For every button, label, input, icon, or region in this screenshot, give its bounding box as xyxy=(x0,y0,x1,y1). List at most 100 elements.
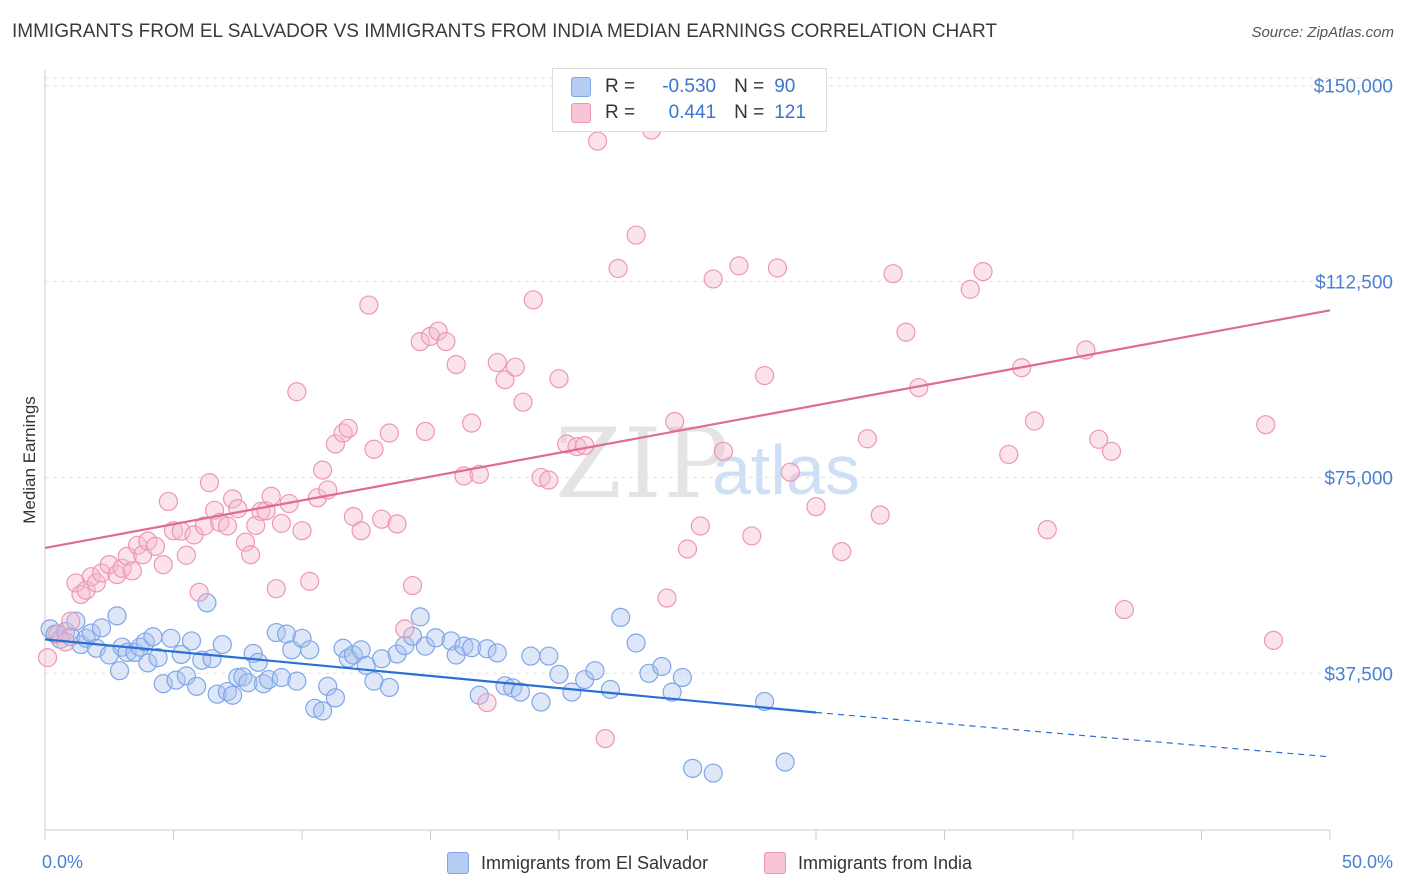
trend-line-el-salvador xyxy=(44,638,817,714)
point-india xyxy=(477,692,497,713)
point-india xyxy=(677,539,698,559)
point-india xyxy=(189,582,209,602)
point-el-salvador xyxy=(683,758,703,778)
point-india xyxy=(436,332,456,352)
legend-swatch-blue xyxy=(447,852,469,874)
point-el-salvador xyxy=(300,640,320,660)
point-india xyxy=(428,321,448,341)
point-india xyxy=(806,497,826,517)
point-el-salvador xyxy=(531,692,551,712)
point-india xyxy=(176,545,196,565)
point-el-salvador xyxy=(66,611,86,631)
point-india xyxy=(99,555,119,575)
swatch-blue xyxy=(571,77,591,97)
point-el-salvador xyxy=(539,646,559,666)
y-tick-label: $150,000 xyxy=(1314,77,1393,98)
point-india xyxy=(292,521,312,541)
point-india xyxy=(86,573,107,593)
point-india xyxy=(1114,599,1135,620)
point-india xyxy=(703,269,723,289)
point-india xyxy=(246,515,266,536)
point-india xyxy=(1089,429,1109,449)
point-el-salvador xyxy=(271,667,292,688)
point-el-salvador xyxy=(181,631,202,651)
point-el-salvador xyxy=(153,674,173,694)
point-india xyxy=(595,728,615,749)
point-india xyxy=(199,473,220,493)
point-india xyxy=(1037,520,1057,540)
point-india xyxy=(626,225,646,245)
n-value: 90 xyxy=(774,76,796,97)
grid-lines xyxy=(45,77,1395,674)
point-el-salvador xyxy=(318,676,338,696)
point-el-salvador xyxy=(652,656,672,677)
y-tick-label: $75,000 xyxy=(1324,468,1393,489)
point-el-salvador xyxy=(228,667,248,688)
point-india xyxy=(587,131,608,151)
point-el-salvador xyxy=(549,664,569,684)
point-el-salvador xyxy=(233,667,253,687)
point-india xyxy=(163,521,184,541)
trend-lines xyxy=(44,309,1331,758)
point-el-salvador xyxy=(91,618,112,638)
x-tick-label-max: 50.0% xyxy=(1341,852,1393,872)
point-india xyxy=(61,611,81,631)
trend-line-el-salvador-extension xyxy=(815,711,1331,758)
point-el-salvador xyxy=(212,634,232,655)
point-india xyxy=(410,332,430,352)
point-india xyxy=(505,357,525,377)
point-el-salvador xyxy=(410,607,430,627)
point-india xyxy=(194,516,214,536)
point-india xyxy=(415,421,435,442)
point-india xyxy=(896,322,916,342)
point-el-salvador xyxy=(402,626,423,646)
point-india xyxy=(729,256,749,276)
point-el-salvador xyxy=(469,685,489,705)
point-el-salvador xyxy=(238,673,258,693)
point-india xyxy=(241,545,261,565)
point-india xyxy=(364,439,384,459)
point-india xyxy=(312,460,333,480)
r-label: R = xyxy=(605,76,636,97)
point-el-salvador xyxy=(775,752,795,772)
point-india xyxy=(446,354,466,375)
point-el-salvador xyxy=(703,763,723,783)
point-el-salvador xyxy=(462,638,482,658)
stats-row-india: R = 0.441 N = 121 xyxy=(571,101,806,125)
point-el-salvador xyxy=(81,623,101,643)
point-el-salvador xyxy=(161,628,181,648)
point-india xyxy=(657,588,677,608)
point-el-salvador xyxy=(176,666,196,686)
point-el-salvador xyxy=(611,607,631,628)
r-value: 0.441 xyxy=(668,102,717,123)
point-el-salvador xyxy=(426,628,446,648)
point-india xyxy=(37,648,58,668)
point-el-salvador xyxy=(223,685,243,705)
point-india xyxy=(153,555,173,575)
point-el-salvador xyxy=(562,682,582,702)
y-tick-label: $112,500 xyxy=(1315,273,1393,294)
point-india xyxy=(228,499,248,519)
point-india xyxy=(359,295,379,315)
point-india xyxy=(351,521,371,541)
point-india xyxy=(523,290,543,310)
y-tick-labels: $37,500 $75,000 $112,500 $150,000 xyxy=(1314,77,1393,686)
point-india xyxy=(999,444,1019,465)
trend-line-india xyxy=(44,309,1331,550)
point-india xyxy=(261,486,281,506)
point-el-salvador xyxy=(662,682,682,702)
point-india xyxy=(372,509,392,529)
legend-swatch-pink xyxy=(764,852,786,874)
point-india xyxy=(271,513,292,533)
point-el-salvador xyxy=(372,649,392,669)
point-india xyxy=(767,258,788,278)
point-india xyxy=(1256,415,1276,435)
point-india xyxy=(549,369,569,389)
point-el-salvador xyxy=(305,698,325,718)
series-india-points xyxy=(37,120,1284,749)
point-india xyxy=(223,489,243,509)
point-india xyxy=(608,258,628,279)
point-india xyxy=(48,624,68,644)
point-el-salvador xyxy=(477,639,497,659)
